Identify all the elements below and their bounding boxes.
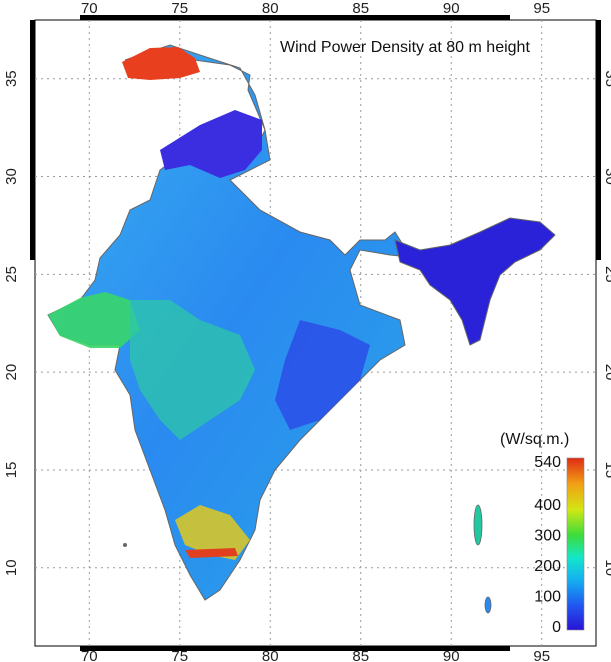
longitude-tick-label-bottom: 70: [81, 648, 98, 662]
east-low-region: [275, 320, 370, 430]
latitude-tick-label-left: 25: [3, 266, 20, 283]
longitude-tick-label-top: 75: [171, 0, 188, 17]
map-title: Wind Power Density at 80 m height: [280, 39, 530, 56]
colorbar: (W/sq.m.) 540 400 300 200 100 0: [500, 431, 585, 636]
latitude-tick-label-left: 35: [3, 70, 20, 87]
latitude-tick-label-left: 30: [3, 168, 20, 185]
longitude-tick-label-top: 95: [533, 0, 550, 17]
latitude-tick-label-right: 35: [602, 70, 611, 87]
south-tip-red: [185, 548, 238, 558]
colorbar-gradient: [566, 457, 585, 631]
himalaya-region: [160, 110, 262, 178]
nicobar-islands: [484, 596, 492, 614]
longitude-tick-label-top: 90: [443, 0, 460, 17]
colorbar-tick-label: 0: [552, 619, 561, 636]
colorbar-unit: (W/sq.m.): [500, 431, 569, 448]
longitude-tick-label-top: 80: [262, 0, 279, 17]
longitude-tick-label-top: 70: [81, 0, 98, 17]
longitude-tick-label-bottom: 80: [262, 648, 279, 662]
latitude-tick-label-right: 15: [602, 462, 611, 479]
india-landmass: [47, 44, 556, 614]
latitude-tick-label-right: 25: [602, 266, 611, 283]
latitude-tick-label-left: 20: [3, 364, 20, 381]
latitude-tick-label-left: 15: [3, 462, 20, 479]
south-high-region: [175, 505, 250, 560]
frame-bars: [30, 15, 601, 651]
central-green-region: [130, 300, 255, 440]
colorbar-tick-label: 540: [534, 454, 561, 471]
longitude-tick-label-bottom: 85: [352, 648, 369, 662]
longitude-tick-label-bottom: 90: [443, 648, 460, 662]
longitude-tick-label-top: 85: [352, 0, 369, 17]
latitude-tick-label-right: 30: [602, 168, 611, 185]
latitude-tick-label-right: 10: [602, 559, 611, 576]
longitude-tick-label-bottom: 95: [533, 648, 550, 662]
colorbar-tick-label: 300: [534, 527, 561, 544]
colorbar-tick-label: 100: [534, 588, 561, 605]
mainland-region: [47, 44, 421, 601]
gujarat-green-region: [48, 292, 140, 348]
colorbar-tick-label: 200: [534, 558, 561, 575]
colorbar-labels: 540 400 300 200 100 0: [534, 454, 561, 636]
latitude-tick-label-right: 20: [602, 364, 611, 381]
lakshadweep-islands: [123, 543, 127, 547]
andaman-islands: [473, 504, 483, 546]
longitude-tick-label-bottom: 75: [171, 648, 188, 662]
north-red-region: [122, 47, 200, 80]
latitude-tick-label-left: 10: [3, 559, 20, 576]
colorbar-tick-label: 400: [534, 497, 561, 514]
northeast-region: [394, 217, 556, 346]
axis-ticks: 70 70 75 75 80 80 85 85 90 90 95 95 35 35 30 30 25 25 20 20…: [3, 0, 611, 662]
